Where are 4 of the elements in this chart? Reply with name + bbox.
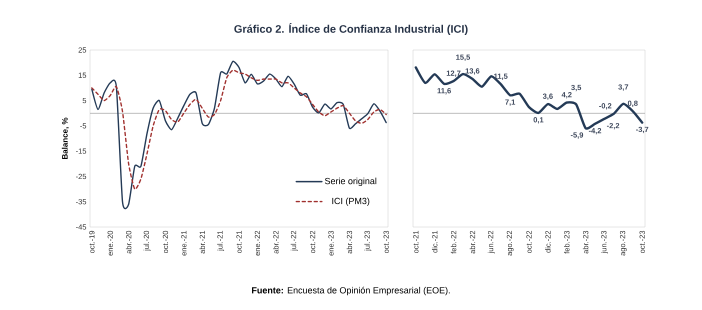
- legend-label: ICI (PM3): [332, 198, 370, 206]
- legend-label: Serie original: [324, 178, 376, 186]
- text: Fuente: Encuesta de Opinión Empresarial (EOE).: [252, 286, 450, 296]
- chart-title: Gráfico 2. Índice de Confianza Industrial (ICI): [234, 23, 468, 35]
